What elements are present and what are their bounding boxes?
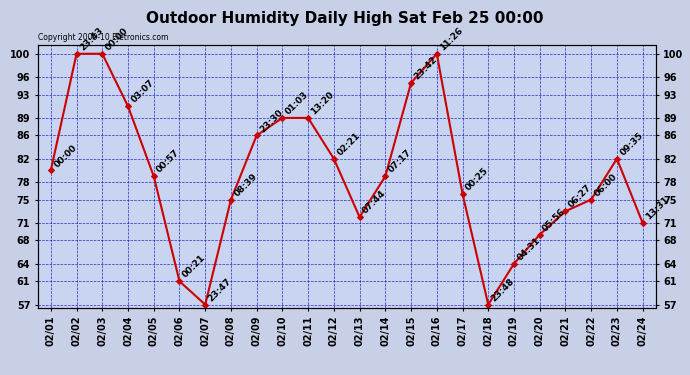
Point bbox=[509, 261, 520, 267]
Point bbox=[303, 115, 314, 121]
Text: 23:30: 23:30 bbox=[258, 108, 284, 134]
Text: 06:27: 06:27 bbox=[566, 183, 593, 210]
Point bbox=[328, 156, 339, 162]
Point bbox=[71, 51, 82, 57]
Text: 00:00: 00:00 bbox=[104, 26, 130, 53]
Text: 07:44: 07:44 bbox=[361, 189, 388, 216]
Point bbox=[97, 51, 108, 57]
Text: 23:43: 23:43 bbox=[78, 26, 105, 53]
Point bbox=[431, 51, 442, 57]
Point bbox=[586, 196, 597, 202]
Text: Outdoor Humidity Daily High Sat Feb 25 00:00: Outdoor Humidity Daily High Sat Feb 25 0… bbox=[146, 11, 544, 26]
Point bbox=[457, 191, 468, 197]
Point bbox=[380, 173, 391, 179]
Text: 08:39: 08:39 bbox=[233, 172, 259, 198]
Point bbox=[560, 208, 571, 214]
Text: 07:17: 07:17 bbox=[386, 148, 413, 175]
Text: 00:57: 00:57 bbox=[155, 148, 181, 175]
Point bbox=[277, 115, 288, 121]
Point bbox=[148, 173, 159, 179]
Text: 23:47: 23:47 bbox=[206, 276, 233, 303]
Point bbox=[199, 302, 210, 307]
Text: 00:21: 00:21 bbox=[181, 254, 207, 280]
Text: 03:07: 03:07 bbox=[130, 78, 156, 105]
Text: 00:00: 00:00 bbox=[52, 143, 79, 169]
Point bbox=[354, 214, 365, 220]
Text: 13:31: 13:31 bbox=[644, 195, 671, 222]
Point bbox=[611, 156, 622, 162]
Text: 09:35: 09:35 bbox=[618, 131, 645, 158]
Text: 23:42: 23:42 bbox=[413, 55, 439, 81]
Point bbox=[226, 196, 237, 202]
Text: 00:25: 00:25 bbox=[464, 166, 491, 192]
Point bbox=[534, 232, 545, 238]
Text: 04:31: 04:31 bbox=[515, 236, 542, 262]
Point bbox=[46, 167, 57, 173]
Point bbox=[251, 132, 262, 138]
Text: 01:03: 01:03 bbox=[284, 90, 310, 117]
Point bbox=[406, 80, 417, 86]
Text: 13:20: 13:20 bbox=[310, 90, 336, 117]
Text: 05:56: 05:56 bbox=[541, 207, 568, 233]
Point bbox=[483, 302, 494, 307]
Point bbox=[123, 103, 134, 109]
Text: Copyright 2000-10 Eletronics.com: Copyright 2000-10 Eletronics.com bbox=[38, 33, 168, 42]
Point bbox=[174, 278, 185, 284]
Text: 23:48: 23:48 bbox=[490, 276, 516, 303]
Text: 02:21: 02:21 bbox=[335, 131, 362, 158]
Point bbox=[637, 220, 648, 226]
Text: 06:00: 06:00 bbox=[593, 172, 619, 198]
Text: 11:26: 11:26 bbox=[438, 26, 465, 53]
